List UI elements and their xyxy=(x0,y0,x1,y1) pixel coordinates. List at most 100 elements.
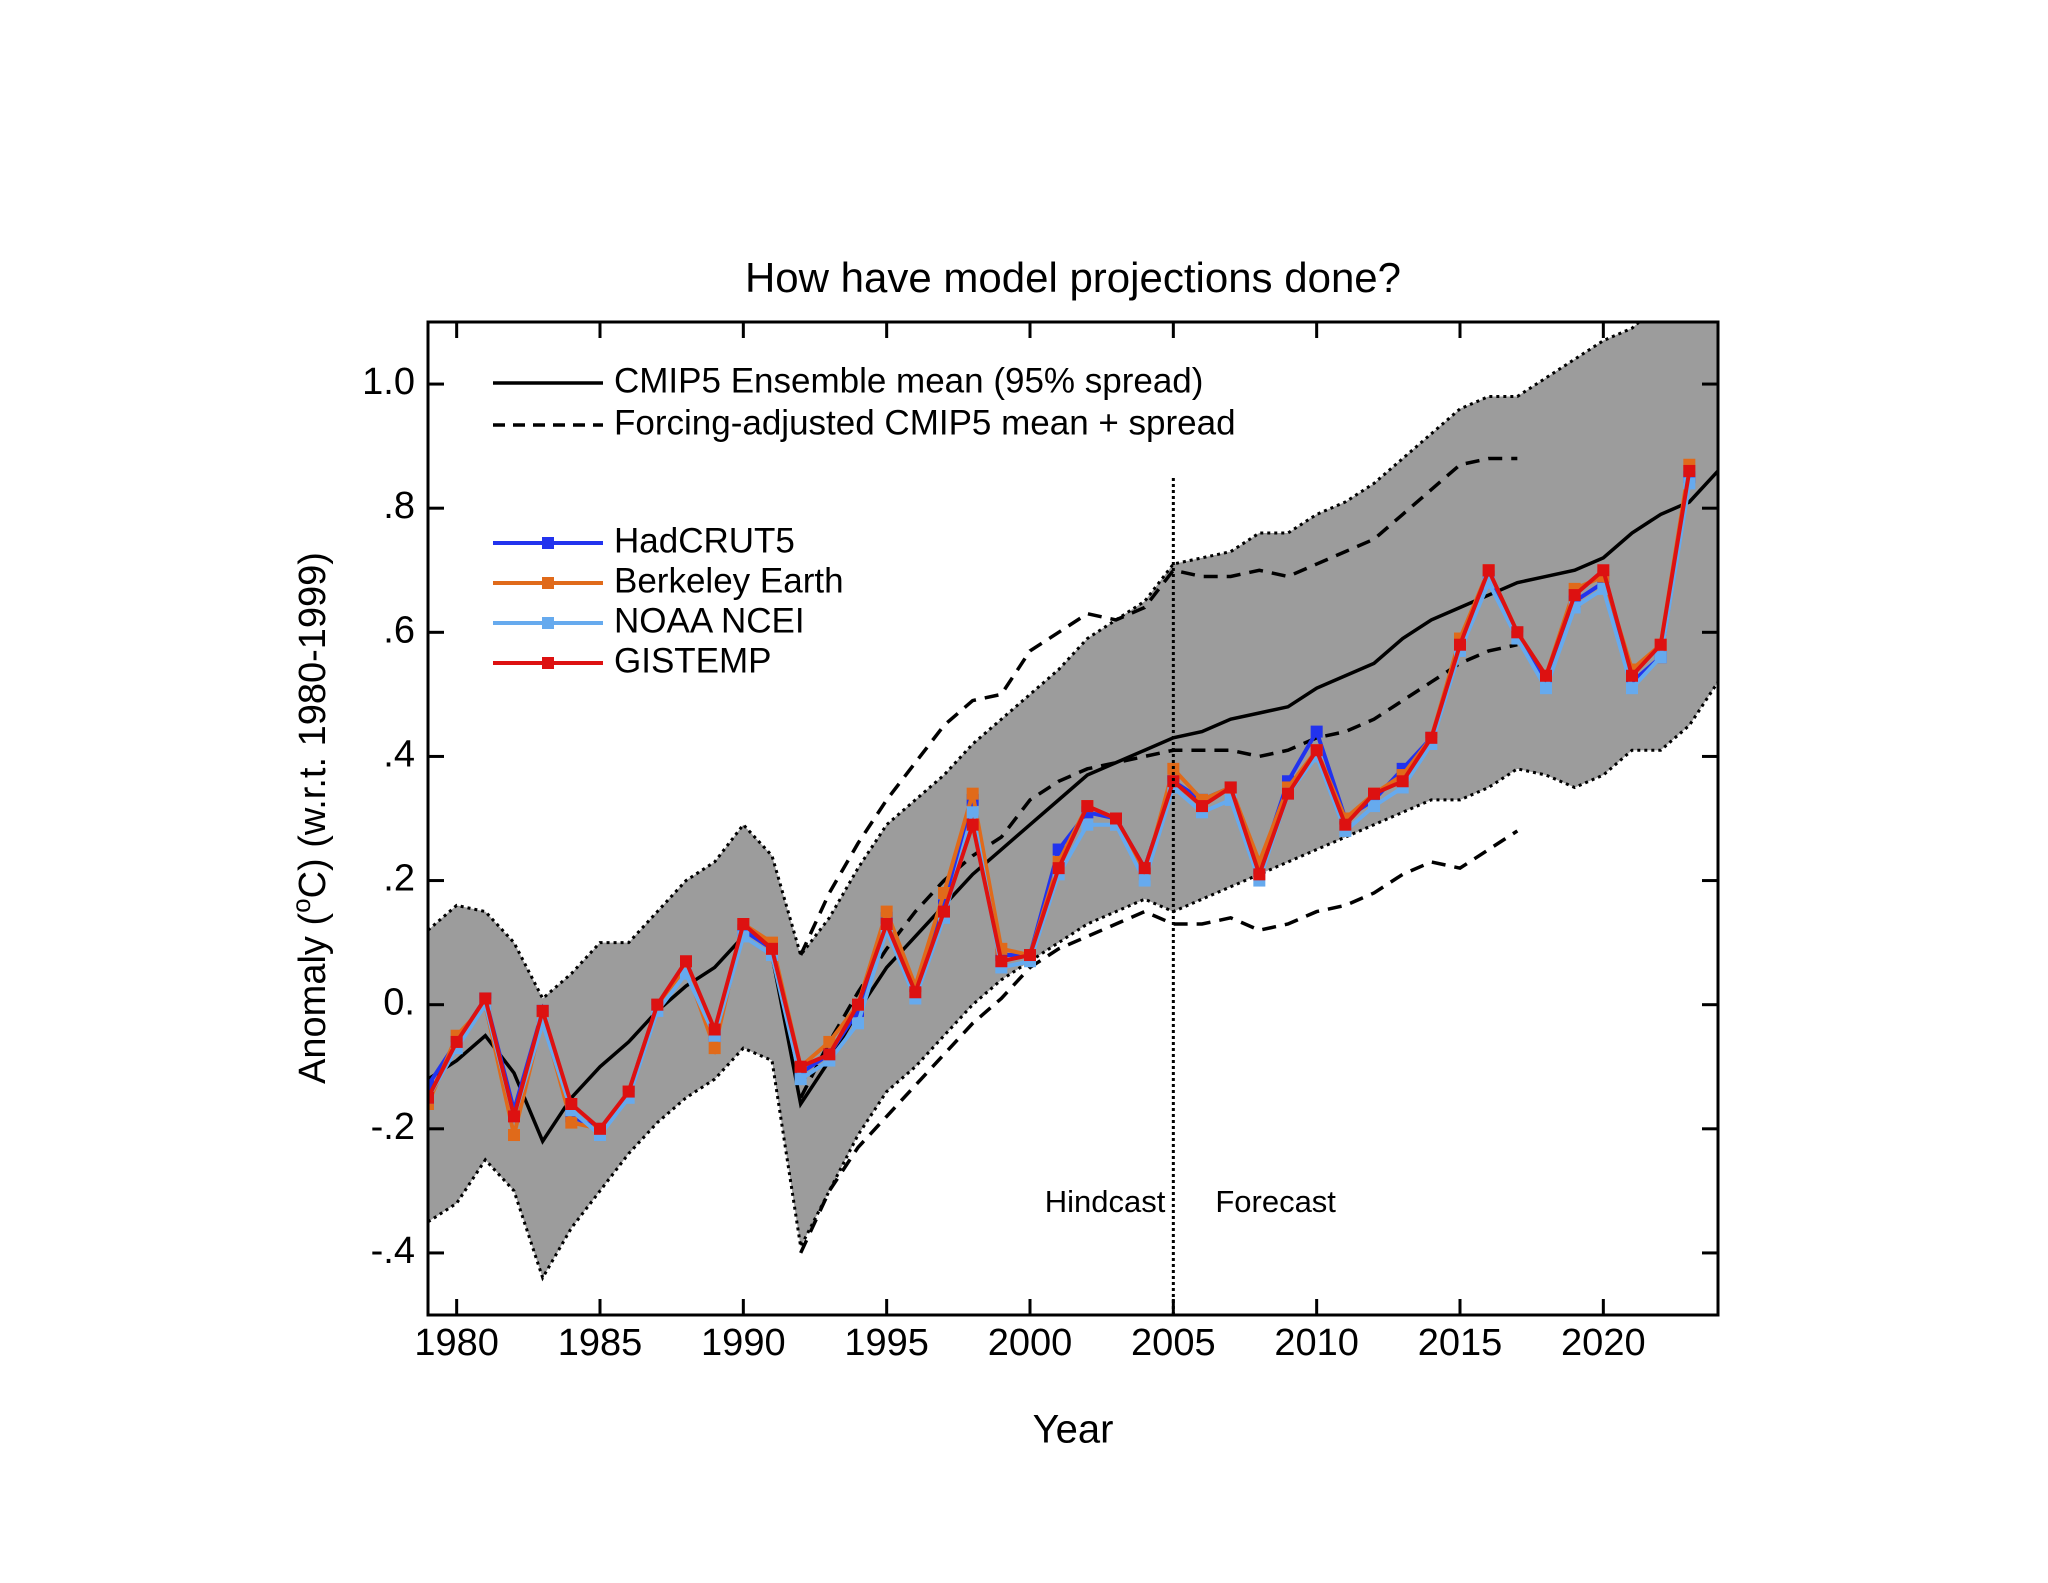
x-tick-label: 1980 xyxy=(414,1322,499,1364)
data-point xyxy=(1540,669,1552,682)
x-tick-label: 1990 xyxy=(701,1322,786,1364)
data-point xyxy=(823,1048,836,1061)
data-point xyxy=(1138,862,1151,875)
data-point xyxy=(1110,812,1122,825)
y-tick-label: -.2 xyxy=(371,1106,415,1148)
data-point xyxy=(1425,731,1438,744)
data-point xyxy=(1282,787,1294,800)
data-point xyxy=(938,886,950,899)
data-point xyxy=(1626,682,1638,695)
data-point xyxy=(1540,682,1552,695)
data-point xyxy=(450,1035,463,1048)
x-axis-label: Year xyxy=(1033,1408,1114,1452)
data-point xyxy=(1196,800,1208,813)
data-point xyxy=(565,1097,578,1110)
data-point xyxy=(1396,775,1409,788)
data-point xyxy=(1654,638,1667,651)
data-point xyxy=(1654,651,1667,664)
model-mean-line xyxy=(428,469,1718,1145)
data-point xyxy=(1224,781,1237,794)
data-point xyxy=(966,818,979,831)
legend-label: Forcing-adjusted CMIP5 mean + spread xyxy=(614,403,1236,442)
data-point xyxy=(622,1085,635,1098)
data-point xyxy=(1253,868,1266,881)
model-mean-line xyxy=(799,643,1518,1099)
legend-label: CMIP5 Ensemble mean (95% spread) xyxy=(614,361,1203,400)
data-point xyxy=(737,918,750,931)
data-point xyxy=(428,1097,434,1110)
legend-marker xyxy=(542,657,554,669)
y-tick-label: .8 xyxy=(383,485,415,527)
y-tick-label: .6 xyxy=(383,609,415,651)
data-point xyxy=(508,1129,520,1142)
data-point xyxy=(1597,564,1610,577)
chart-title: How have model projections done? xyxy=(745,254,1401,301)
data-point xyxy=(1167,775,1180,788)
x-tick-label: 2000 xyxy=(988,1322,1073,1364)
data-point xyxy=(428,1079,434,1092)
data-point xyxy=(966,806,979,819)
data-point xyxy=(708,1023,721,1036)
data-point xyxy=(823,1035,836,1048)
plot-area xyxy=(428,322,1718,1282)
data-point xyxy=(565,1116,578,1129)
data-point xyxy=(1052,862,1065,875)
data-point xyxy=(1138,874,1151,887)
annotation: Forecast xyxy=(1215,1184,1336,1219)
y-tick-label: 1.0 xyxy=(362,361,415,403)
data-point xyxy=(1482,564,1495,577)
y-tick-label: .4 xyxy=(383,733,415,775)
x-tick-label: 1985 xyxy=(558,1322,643,1364)
legend-label: HadCRUT5 xyxy=(614,521,795,560)
spread-edge xyxy=(799,829,1519,1254)
y-axis-label: Anomaly (oC) (w.r.t. 1980-1999) xyxy=(286,552,334,1084)
data-point xyxy=(766,942,778,955)
y-tick-label: .2 xyxy=(383,858,415,900)
y-label-superscript: o xyxy=(286,898,316,912)
legend-label: GISTEMP xyxy=(614,641,772,680)
data-point xyxy=(880,905,893,918)
data-point xyxy=(1310,744,1323,757)
legend-label: NOAA NCEI xyxy=(614,601,805,640)
data-point xyxy=(852,1017,864,1030)
data-point xyxy=(594,1122,606,1135)
data-point xyxy=(708,1042,721,1055)
data-point xyxy=(1683,464,1696,477)
data-point xyxy=(1511,626,1524,639)
y-tick-label: -.4 xyxy=(371,1230,415,1272)
data-point xyxy=(1626,669,1638,682)
data-point xyxy=(479,992,492,1005)
data-point xyxy=(1368,800,1380,813)
y-tick-label: 0. xyxy=(383,982,415,1024)
legend-marker xyxy=(542,537,554,549)
data-point xyxy=(1081,818,1094,831)
y-label-part: Anomaly ( xyxy=(292,913,334,1084)
legend-marker xyxy=(542,617,554,629)
data-point xyxy=(880,918,893,931)
x-tick-label: 2020 xyxy=(1561,1322,1646,1364)
x-tick-label: 2015 xyxy=(1418,1322,1503,1364)
x-tick-label: 2010 xyxy=(1274,1322,1359,1364)
data-point xyxy=(1568,589,1581,602)
data-point xyxy=(909,986,922,999)
x-tick-label: 1995 xyxy=(844,1322,929,1364)
data-point xyxy=(651,998,664,1011)
data-point xyxy=(966,787,979,800)
data-point xyxy=(794,1073,807,1086)
data-point xyxy=(1081,800,1094,813)
data-point xyxy=(794,1060,807,1073)
data-point xyxy=(995,955,1008,968)
legend-label: Berkeley Earth xyxy=(614,561,844,600)
data-point xyxy=(852,998,864,1011)
data-point xyxy=(938,905,950,918)
spread-edge xyxy=(428,681,1718,1282)
data-point xyxy=(1339,818,1352,831)
data-point xyxy=(508,1110,520,1123)
data-point xyxy=(1024,949,1036,962)
data-point xyxy=(1310,725,1323,738)
x-tick-label: 2005 xyxy=(1131,1322,1216,1364)
spread-edge xyxy=(428,322,1642,1001)
annotation: Hindcast xyxy=(1045,1184,1166,1219)
plot-frame xyxy=(426,320,1720,1317)
